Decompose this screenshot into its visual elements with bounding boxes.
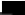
Legend: Baseline  pH = 7.3, 0.1% GA pH=3.8, 0.2% GA pH=3.3, 0.3% GA pH=3.1, 0.4% GA pH=3: Baseline pH = 7.3, 0.1% GA pH=3.8, 0.2% …: [0, 13, 12, 15]
0.5% PGA pH=4.0: [16, 7, 17, 8]
pH Control Agent pH=9.5: [15, 5, 16, 6]
0.5% GA pH=2.9: [16, 9, 17, 10]
Line: 0.3% GA pH=3.1: 0.3% GA pH=3.1: [0, 1, 25, 15]
0.2% GA pH=3.3: [13, 7, 14, 8]
0.4% GA pH=3.0: [15, 8, 16, 9]
0.2% GA pH=3.3: [17, 8, 18, 9]
Baseline  pH = 7.3: [10, 3, 11, 4]
0.2% GA pH=3.3: [9, 7, 10, 8]
Line: 0.5% PGA pH=4.0: 0.5% PGA pH=4.0: [2, 1, 25, 15]
Line: 0.4% GA pH=3.0: 0.4% GA pH=3.0: [0, 2, 25, 15]
Line: 0.5% GA pH=2.9: 0.5% GA pH=2.9: [0, 3, 25, 15]
Baseline  pH = 7.3: [17, 7, 18, 8]
0.2% GA pH=3.3: [10, 7, 11, 8]
0.3% GA pH=3.1: [16, 8, 17, 9]
Baseline  pH = 7.3: [9, 3, 10, 4]
